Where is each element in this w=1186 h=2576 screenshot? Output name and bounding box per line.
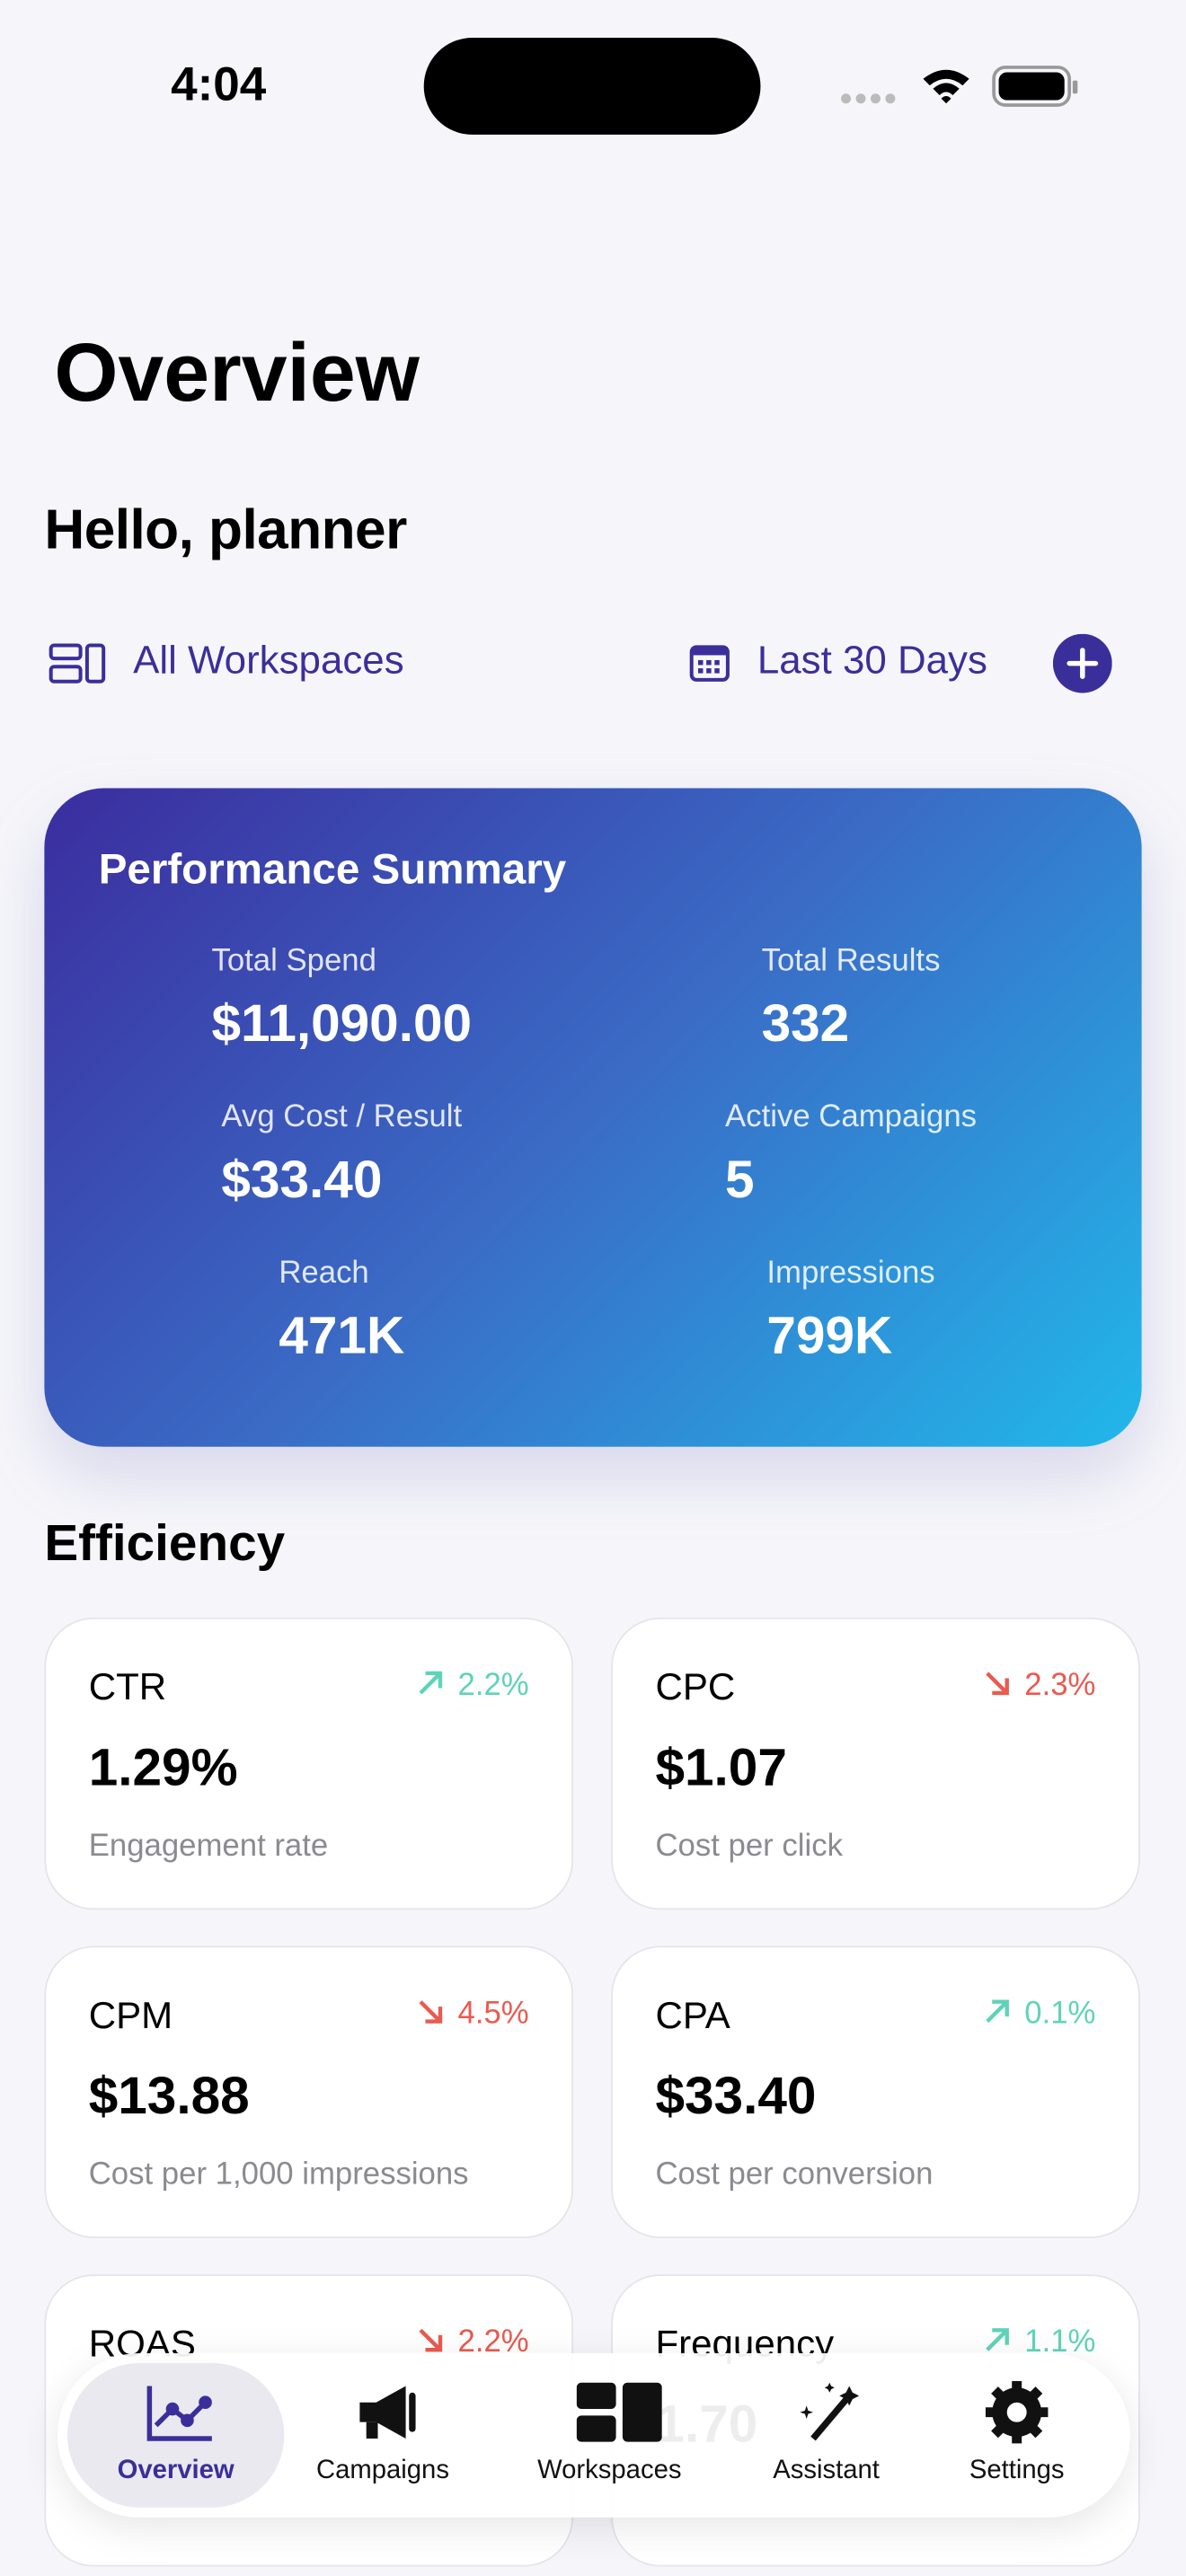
- summary-grid: Total Spend $11,090.00 Total Results 332 Avg…: [87, 944, 1106, 1366]
- dynamic-island: [423, 38, 761, 135]
- card-value: $33.40: [655, 2065, 817, 2125]
- change-text: 0.1%: [1024, 1997, 1096, 2032]
- metric-value: 799K: [766, 1305, 893, 1365]
- calendar-icon[interactable]: [688, 642, 731, 685]
- metric-label: Avg Cost / Result: [221, 1099, 463, 1135]
- tab-bar: Overview Campaigns Workspaces Assistant Sett…: [57, 2352, 1130, 2518]
- summary-card: Performance Summary Total Spend $11,090.0…: [44, 788, 1142, 1447]
- change-text: 2.2%: [457, 1668, 529, 1703]
- metric-card[interactable]: CPM 4.5% $13.88 Cost per 1,000 impressions: [44, 1945, 574, 2238]
- metric: Reach 471K: [279, 1257, 404, 1366]
- section-title: Efficiency: [44, 1513, 286, 1572]
- metric: Impressions 799K: [766, 1257, 934, 1366]
- card-value: 1.29%: [88, 1737, 238, 1797]
- metric-label: Total Spend: [211, 944, 376, 979]
- summary-title: Performance Summary: [98, 843, 567, 894]
- tab-icon: [800, 2382, 860, 2441]
- card-description: Cost per 1,000 impressions: [88, 2157, 469, 2192]
- tab-icon: [359, 2386, 416, 2439]
- metric-value: $33.40: [221, 1149, 383, 1209]
- metric: Avg Cost / Result $33.40: [221, 1100, 462, 1210]
- metric-card[interactable]: CPC 2.3% $1.07 Cost per click: [611, 1617, 1140, 1910]
- page-title: Overview: [54, 326, 420, 419]
- card-value: $1.07: [655, 1737, 787, 1797]
- tab-label: Workspaces: [537, 2457, 682, 2485]
- metric-card[interactable]: CTR 2.2% 1.29% Engagement rate: [44, 1617, 574, 1910]
- card-name: CTR: [88, 1664, 167, 1708]
- card-name: CPM: [88, 1993, 173, 2037]
- workspace-icon[interactable]: [48, 642, 107, 685]
- trend-arrow: [985, 2328, 1009, 2351]
- tab-label: Settings: [969, 2457, 1065, 2485]
- card-name: CPC: [655, 1664, 736, 1708]
- tab[interactable]: Settings: [908, 2353, 1125, 2518]
- tab[interactable]: Assistant: [718, 2353, 934, 2518]
- metric-value: 471K: [279, 1305, 405, 1365]
- metric-label: Impressions: [766, 1256, 935, 1292]
- card-description: Cost per click: [655, 1829, 843, 1865]
- trend-arrow: [985, 1999, 1009, 2024]
- greeting: Hello, planner: [44, 498, 407, 562]
- card-change: 2.2%: [415, 1669, 529, 1705]
- add-button[interactable]: [1052, 633, 1112, 693]
- workspace-filter[interactable]: All Workspaces: [133, 639, 404, 684]
- trend-arrow: [985, 1672, 1009, 1696]
- tab-icon: [985, 2380, 1049, 2444]
- card-change: 4.5%: [415, 1997, 529, 2033]
- tab-icon: [576, 2382, 662, 2442]
- change-text: 4.5%: [457, 1997, 529, 2032]
- card-description: Cost per conversion: [655, 2157, 934, 2192]
- trend-arrow: [418, 2328, 442, 2352]
- card-change: 0.1%: [982, 1997, 1096, 2033]
- metric: Total Spend $11,090.00: [211, 944, 472, 1054]
- tab[interactable]: Campaigns: [274, 2353, 491, 2518]
- metric-label: Reach: [279, 1256, 369, 1292]
- status-time: 4:04: [171, 58, 267, 112]
- metric-label: Total Results: [761, 944, 941, 979]
- change-text: 2.3%: [1024, 1668, 1096, 1703]
- date-filter[interactable]: Last 30 Days: [757, 639, 987, 684]
- trend-arrow: [418, 1671, 442, 1695]
- tab-label: Overview: [117, 2457, 235, 2485]
- tab-label: Campaigns: [315, 2457, 449, 2485]
- metric-label: Active Campaigns: [725, 1099, 978, 1135]
- card-description: Engagement rate: [88, 1829, 329, 1865]
- card-value: $13.88: [88, 2065, 250, 2125]
- metric-value: 5: [725, 1149, 755, 1209]
- tab[interactable]: Overview: [66, 2362, 285, 2508]
- tab-label: Assistant: [773, 2457, 880, 2485]
- trend-arrow: [418, 2000, 442, 2024]
- metric-card[interactable]: CPA 0.1% $33.40 Cost per conversion: [611, 1945, 1140, 2238]
- tab-icon: [146, 2386, 212, 2441]
- metric: Total Results 332: [762, 944, 941, 1054]
- card-change: 2.3%: [982, 1668, 1096, 1705]
- card-name: CPA: [655, 1993, 730, 2037]
- metric-value: 332: [761, 993, 850, 1053]
- status-icons: [841, 66, 1078, 107]
- tab[interactable]: Workspaces: [501, 2353, 718, 2518]
- metric-value: $11,090.00: [211, 993, 473, 1053]
- metric: Active Campaigns 5: [725, 1100, 977, 1210]
